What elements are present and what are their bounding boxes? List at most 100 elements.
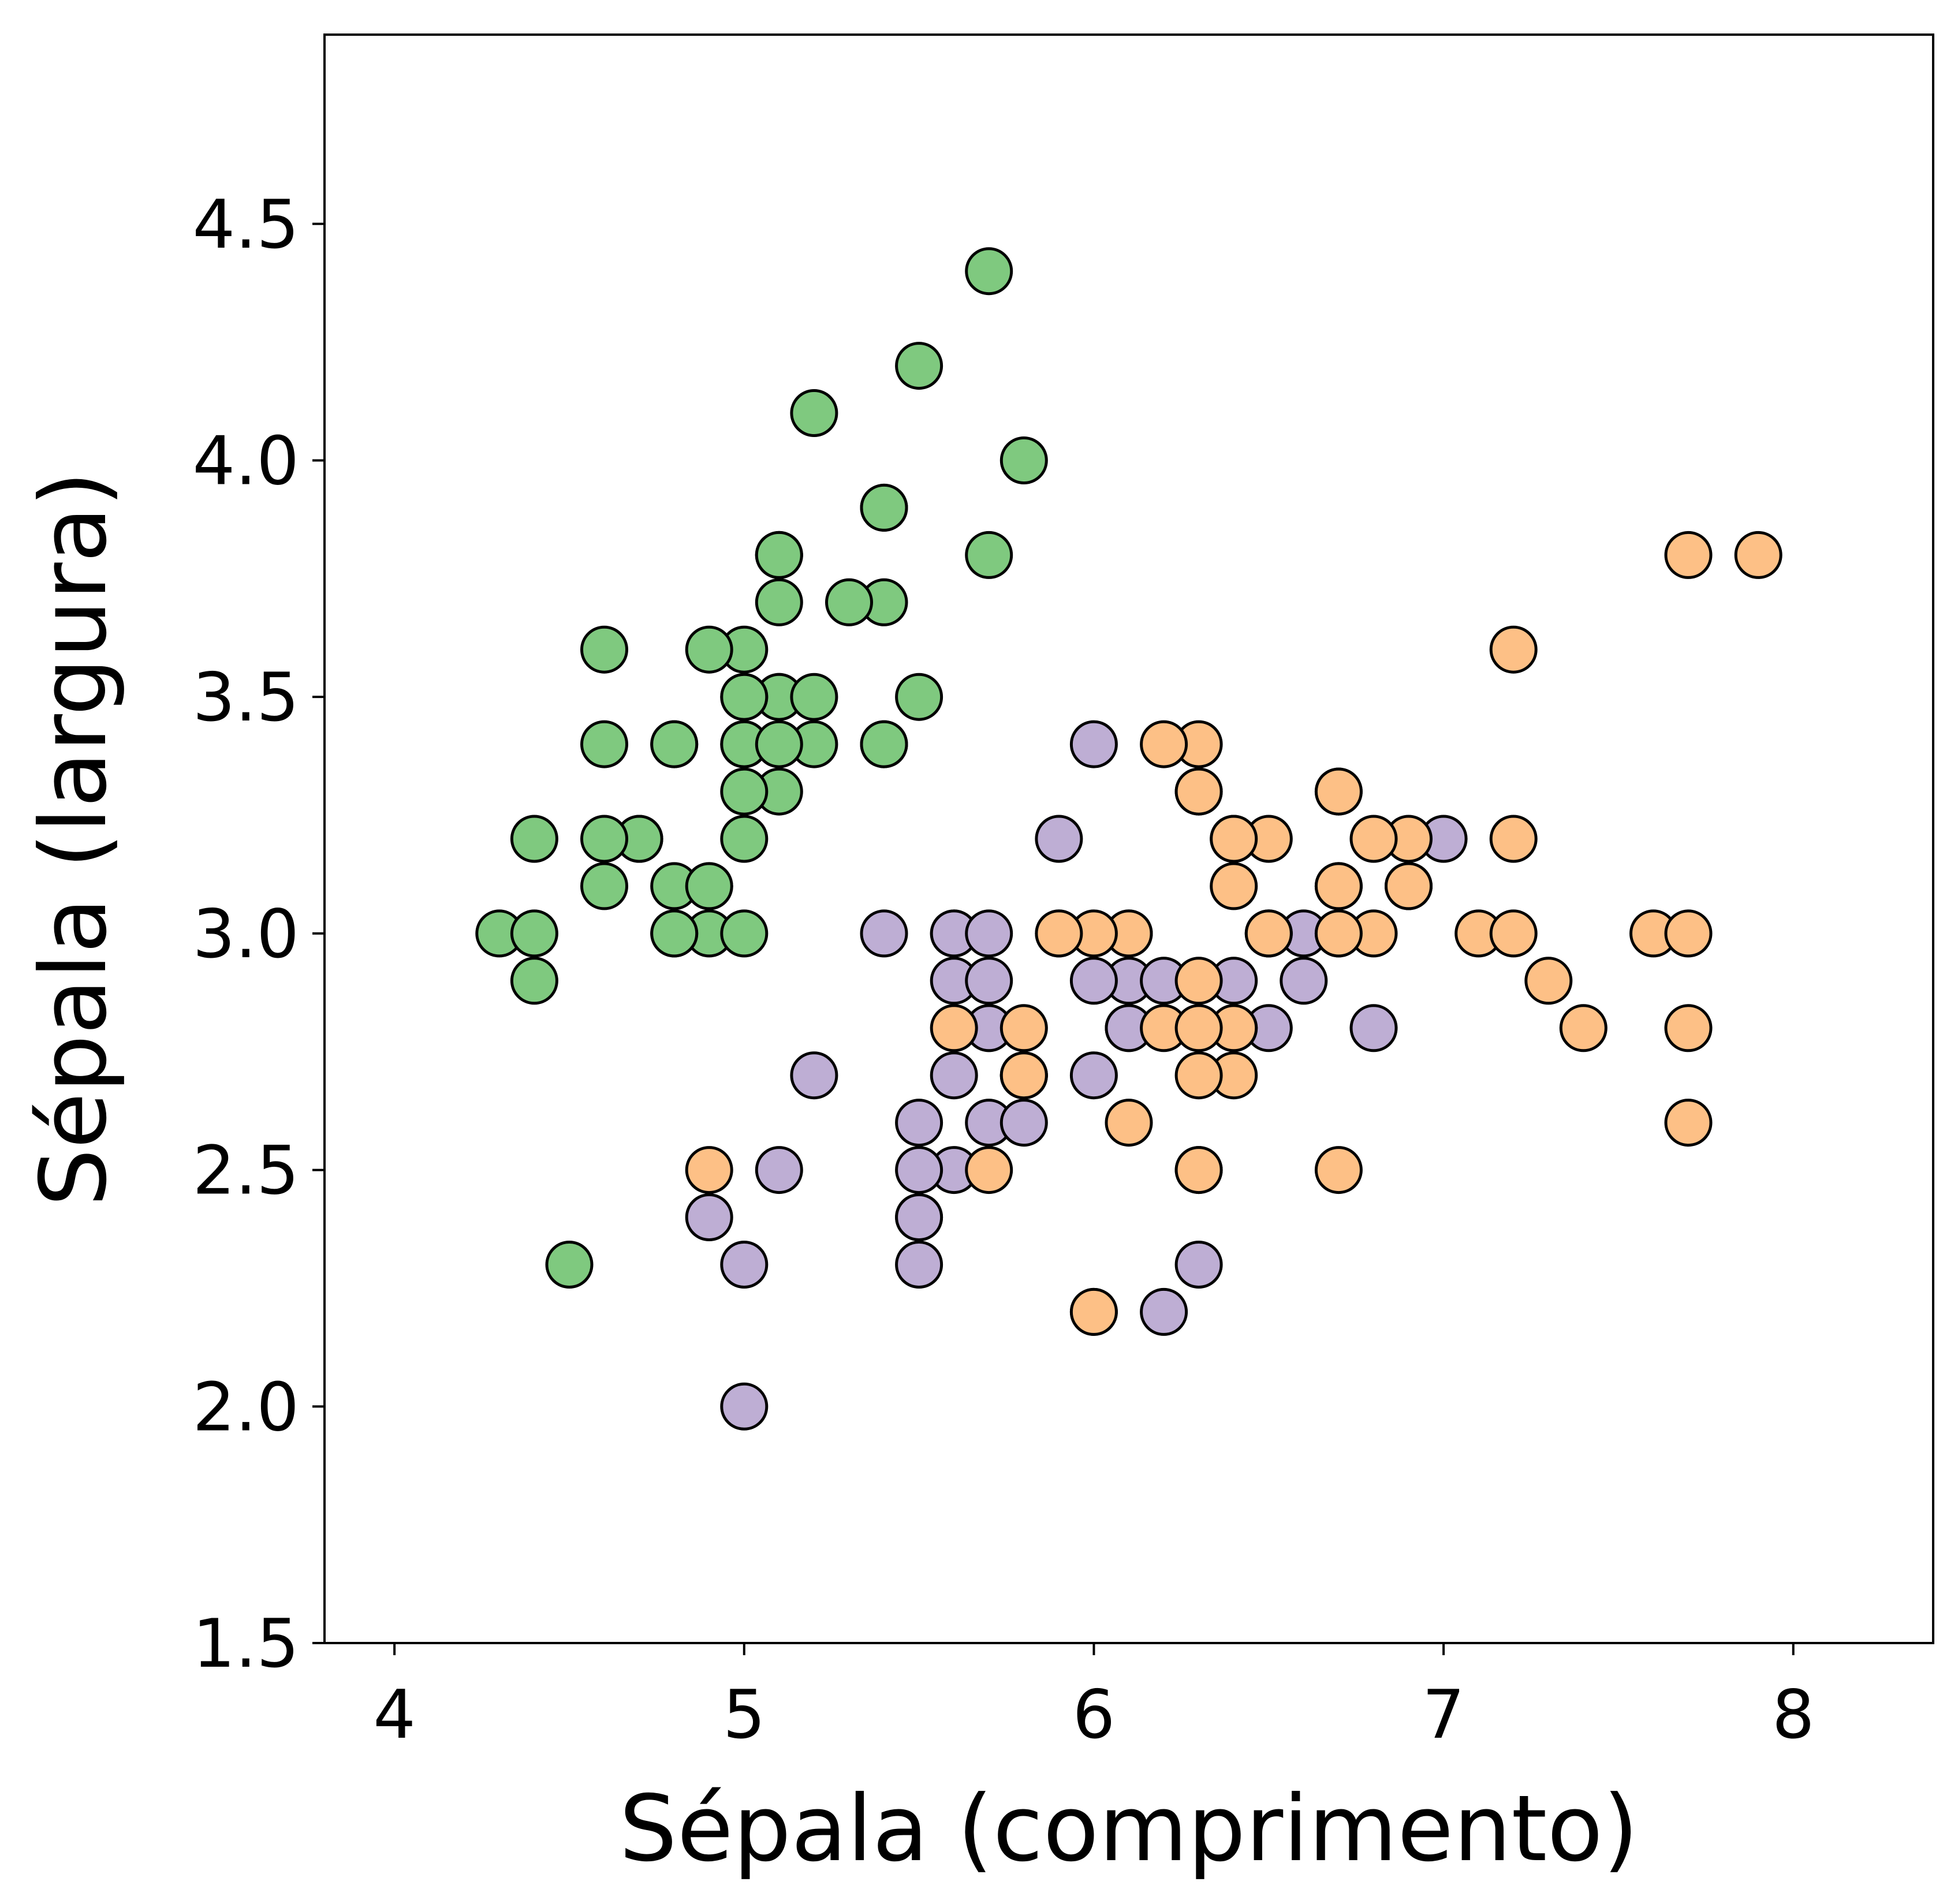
scatter-point-s3-24: [1174, 1051, 1223, 1100]
scatter-point-s1-23: [580, 625, 628, 674]
scatter-point-s1-35: [685, 862, 733, 910]
scatter-point-s3-46: [1314, 909, 1363, 958]
scatter-point-s3-48: [1244, 909, 1293, 958]
scatter-point-s3-38: [1210, 862, 1258, 910]
scatter-point-s3-36: [1664, 909, 1713, 958]
scatter-point-s1-33: [790, 389, 838, 437]
scatter-point-s3-9: [1314, 1146, 1363, 1194]
scatter-point-s1-15: [999, 436, 1048, 484]
scatter-point-s1-4: [580, 862, 628, 910]
y-tick-label: 4.0: [193, 422, 299, 500]
x-tick-label: 6: [1073, 1676, 1116, 1754]
scatter-point-s3-31: [1559, 1004, 1608, 1052]
scatter-point-s1-47: [755, 531, 803, 579]
scatter-point-s2-41: [895, 1099, 943, 1147]
scatter-point-s1-22: [755, 578, 803, 626]
y-axis-label: Sépala (largura): [21, 471, 127, 1207]
scatter-point-s1-46: [650, 909, 699, 958]
scatter-point-s2-11: [720, 1382, 769, 1431]
y-tick-label: 3.5: [193, 659, 299, 737]
scatter-point-s3-44: [1349, 815, 1398, 863]
plot-frame: [323, 33, 1934, 1644]
scatter-point-s2-49: [755, 1146, 803, 1194]
x-axis-label: Sépala (comprimento): [619, 1776, 1638, 1882]
scatter-point-s2-36: [1069, 720, 1118, 768]
scatter-point-s3-45: [1314, 767, 1363, 816]
scatter-point-s1-34: [895, 342, 943, 390]
scatter-point-s2-29: [1069, 957, 1118, 1005]
y-tick-label: 1.5: [193, 1605, 299, 1683]
scatter-point-s1-36: [720, 815, 769, 863]
scatter-point-s3-7: [685, 1146, 733, 1194]
scatter-point-s1-43: [510, 815, 558, 863]
x-axis-ticks: 4 5 6 7 8: [373, 1643, 1815, 1754]
scatter-point-s3-47: [1174, 1146, 1223, 1194]
scatter-point-s2-43: [999, 1099, 1048, 1147]
scatter-point-s2-4: [895, 1241, 943, 1289]
scatter-point-s2-35: [860, 909, 908, 958]
scatter-point-s3-1: [1174, 767, 1223, 816]
scatter-point-s1-37: [895, 673, 943, 721]
scatter-point-s1-44: [720, 673, 769, 721]
x-tick-label: 4: [373, 1676, 416, 1754]
scatter-point-s1-19: [965, 531, 1013, 579]
scatter-point-s3-43: [999, 1051, 1048, 1100]
scatter-point-s2-38: [1174, 1241, 1223, 1289]
scatter-point-s1-50: [720, 767, 769, 816]
scatter-point-s2-46: [965, 909, 1013, 958]
scatter-point-s2-44: [720, 1241, 769, 1289]
scatter-point-s3-50: [1035, 909, 1083, 958]
scatter-point-s1-42: [545, 1241, 594, 1289]
y-axis-ticks: 1.5 2.0 2.5 3.0 3.5 4.0 4.5: [193, 186, 325, 1683]
scatter-point-s1-28: [790, 673, 838, 721]
x-tick-label: 8: [1772, 1676, 1815, 1754]
y-tick-label: 3.0: [193, 895, 299, 973]
scatter-point-s3-20: [1069, 1287, 1118, 1336]
scatter-point-s3-42: [1385, 862, 1433, 910]
scatter-point-s1-7: [580, 720, 628, 768]
scatter-point-s2-10: [790, 1051, 838, 1100]
scatter-point-s1-25: [650, 720, 699, 768]
scatter-point-s3-41: [1314, 862, 1363, 910]
scatter-point-s3-10: [1489, 625, 1538, 674]
scatter-point-s2-47: [965, 957, 1013, 1005]
scatter-point-s3-34: [1174, 1004, 1223, 1052]
scatter-point-s1-17: [860, 483, 908, 532]
scatter-point-s1-16: [965, 247, 1013, 296]
scatter-point-s1-39: [510, 909, 558, 958]
scatter-point-s2-34: [1069, 1051, 1118, 1100]
scatter-point-s1-9: [510, 957, 558, 1005]
scatter-point-s3-4: [1174, 957, 1223, 1005]
scatter-point-s2-8: [685, 1193, 733, 1241]
y-tick-label: 4.5: [193, 186, 299, 264]
x-tick-label: 7: [1422, 1676, 1465, 1754]
scatter-point-s1-32: [860, 720, 908, 768]
scatter-point-s2-27: [1349, 1004, 1398, 1052]
scatter-point-s3-14: [965, 1146, 1013, 1194]
y-tick-label: 2.0: [193, 1368, 299, 1446]
scatter-point-s1-48: [580, 815, 628, 863]
scatter-point-s3-30: [1489, 909, 1538, 958]
scatter-point-s2-40: [895, 1146, 943, 1194]
scatter-point-s3-19: [1664, 1099, 1713, 1147]
scatter-point-s3-18: [1664, 531, 1713, 579]
scatter-point-s3-22: [930, 1004, 978, 1052]
scatter-point-s1-40: [755, 720, 803, 768]
scatter-point-s1-26: [720, 909, 769, 958]
scatter-points: [475, 247, 1782, 1431]
scatter-point-s2-19: [1140, 1287, 1188, 1336]
scatter-point-s3-15: [999, 1004, 1048, 1052]
scatter-point-s2-21: [1035, 815, 1083, 863]
scatter-point-s3-32: [1734, 531, 1782, 579]
scatter-point-s2-32: [895, 1193, 943, 1241]
scatter-point-s3-23: [1664, 1004, 1713, 1052]
scatter-point-s3-8: [1524, 957, 1573, 1005]
scatter-point-s3-49: [1140, 720, 1188, 768]
y-tick-label: 2.5: [193, 1132, 299, 1210]
scatter-point-s1-38: [685, 625, 733, 674]
scatter-point-s3-16: [1210, 815, 1258, 863]
scatter-point-s3-35: [1105, 1099, 1153, 1147]
scatter-point-s2-9: [1280, 957, 1328, 1005]
scatter-point-s1-49: [825, 578, 873, 626]
